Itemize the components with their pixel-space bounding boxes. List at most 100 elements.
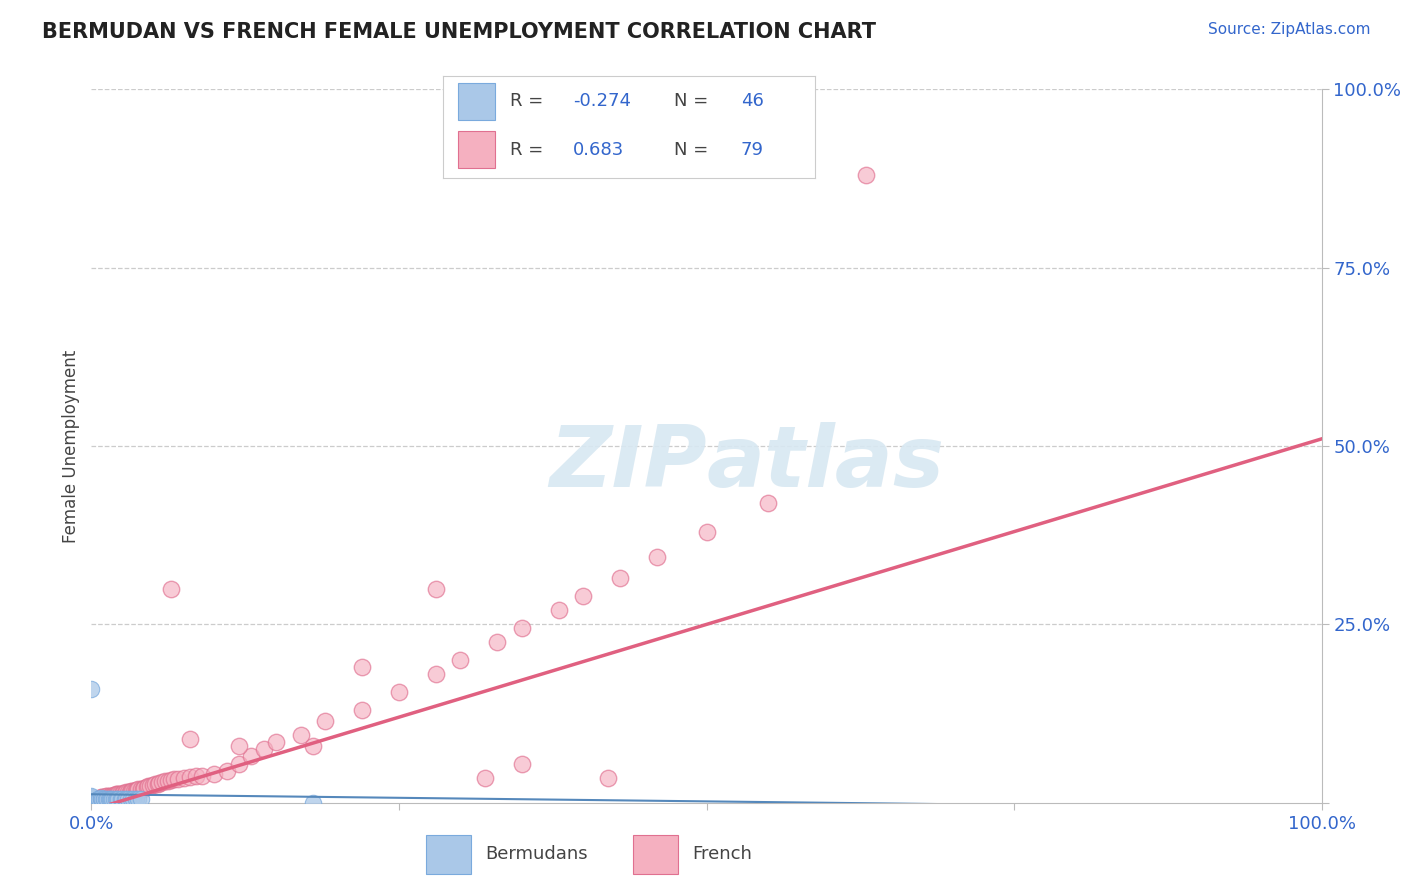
Point xyxy=(122,792,145,806)
FancyBboxPatch shape xyxy=(426,836,471,874)
Point xyxy=(111,787,134,801)
Point xyxy=(510,621,533,635)
Text: French: French xyxy=(692,845,752,863)
Point xyxy=(150,775,173,789)
Point xyxy=(184,769,207,783)
Point xyxy=(107,787,129,801)
Point xyxy=(96,789,118,803)
Point xyxy=(100,792,122,806)
Point xyxy=(163,772,186,787)
Point xyxy=(80,790,103,805)
Point xyxy=(105,792,128,806)
Point xyxy=(142,778,165,792)
Point xyxy=(80,681,103,696)
Point xyxy=(98,789,121,803)
Point xyxy=(86,792,108,806)
Point xyxy=(105,787,127,801)
FancyBboxPatch shape xyxy=(458,131,495,168)
Point xyxy=(139,779,162,793)
Point xyxy=(80,796,103,810)
Text: R =: R = xyxy=(510,141,555,159)
Point xyxy=(215,764,238,778)
Point xyxy=(547,603,569,617)
Point xyxy=(103,792,125,806)
Point xyxy=(756,496,779,510)
Point xyxy=(105,787,128,801)
Point xyxy=(253,742,276,756)
Point xyxy=(153,774,177,789)
Point xyxy=(96,792,117,806)
Point xyxy=(84,792,107,806)
Point xyxy=(146,776,169,790)
Point xyxy=(80,789,103,804)
Point xyxy=(98,792,121,806)
Point xyxy=(80,792,103,806)
Point xyxy=(449,653,471,667)
Point xyxy=(191,769,214,783)
Point xyxy=(301,739,323,753)
Point xyxy=(86,792,108,806)
Point xyxy=(84,796,107,810)
Point xyxy=(486,635,509,649)
Point xyxy=(474,771,496,785)
Text: atlas: atlas xyxy=(706,422,945,506)
Point xyxy=(107,792,129,806)
Point xyxy=(127,782,149,797)
Point xyxy=(80,796,103,810)
Text: R =: R = xyxy=(510,93,548,111)
Point xyxy=(125,783,148,797)
Point xyxy=(124,783,146,797)
Text: N =: N = xyxy=(673,93,714,111)
Point xyxy=(314,714,336,728)
Point xyxy=(86,792,108,806)
Text: -0.274: -0.274 xyxy=(574,93,631,111)
Point xyxy=(609,571,631,585)
Point xyxy=(80,796,103,810)
Point xyxy=(120,784,142,798)
Point xyxy=(112,786,135,800)
Point xyxy=(101,789,124,803)
Text: N =: N = xyxy=(673,141,714,159)
Point xyxy=(90,790,112,805)
Point xyxy=(91,792,114,806)
Point xyxy=(695,524,717,539)
Point xyxy=(127,792,149,806)
Point xyxy=(118,785,141,799)
Point xyxy=(855,168,877,182)
Point xyxy=(425,582,447,596)
Point xyxy=(103,788,125,802)
Point xyxy=(93,790,115,805)
Point xyxy=(290,728,312,742)
Point xyxy=(121,784,143,798)
Y-axis label: Female Unemployment: Female Unemployment xyxy=(62,350,80,542)
Point xyxy=(87,791,110,805)
Text: 46: 46 xyxy=(741,93,763,111)
Point xyxy=(352,660,374,674)
Point xyxy=(596,771,619,785)
Point xyxy=(179,770,201,784)
Point xyxy=(132,781,155,796)
Point xyxy=(90,792,112,806)
Point xyxy=(645,549,669,564)
Point xyxy=(111,792,134,806)
Point xyxy=(105,792,127,806)
Text: 79: 79 xyxy=(741,141,763,159)
Point xyxy=(202,767,225,781)
Point xyxy=(136,780,159,794)
Point xyxy=(91,790,114,805)
Text: ZIP: ZIP xyxy=(548,422,706,506)
Point xyxy=(80,796,103,810)
Point xyxy=(240,749,263,764)
Point xyxy=(264,735,287,749)
Point xyxy=(228,739,250,753)
Point xyxy=(96,791,118,805)
Point xyxy=(90,790,112,805)
Point xyxy=(120,792,142,806)
FancyBboxPatch shape xyxy=(633,836,678,874)
Point xyxy=(80,790,103,805)
Point xyxy=(135,780,157,794)
Point xyxy=(110,792,132,806)
Point xyxy=(124,792,146,806)
Point xyxy=(166,772,188,787)
Point xyxy=(179,731,201,746)
